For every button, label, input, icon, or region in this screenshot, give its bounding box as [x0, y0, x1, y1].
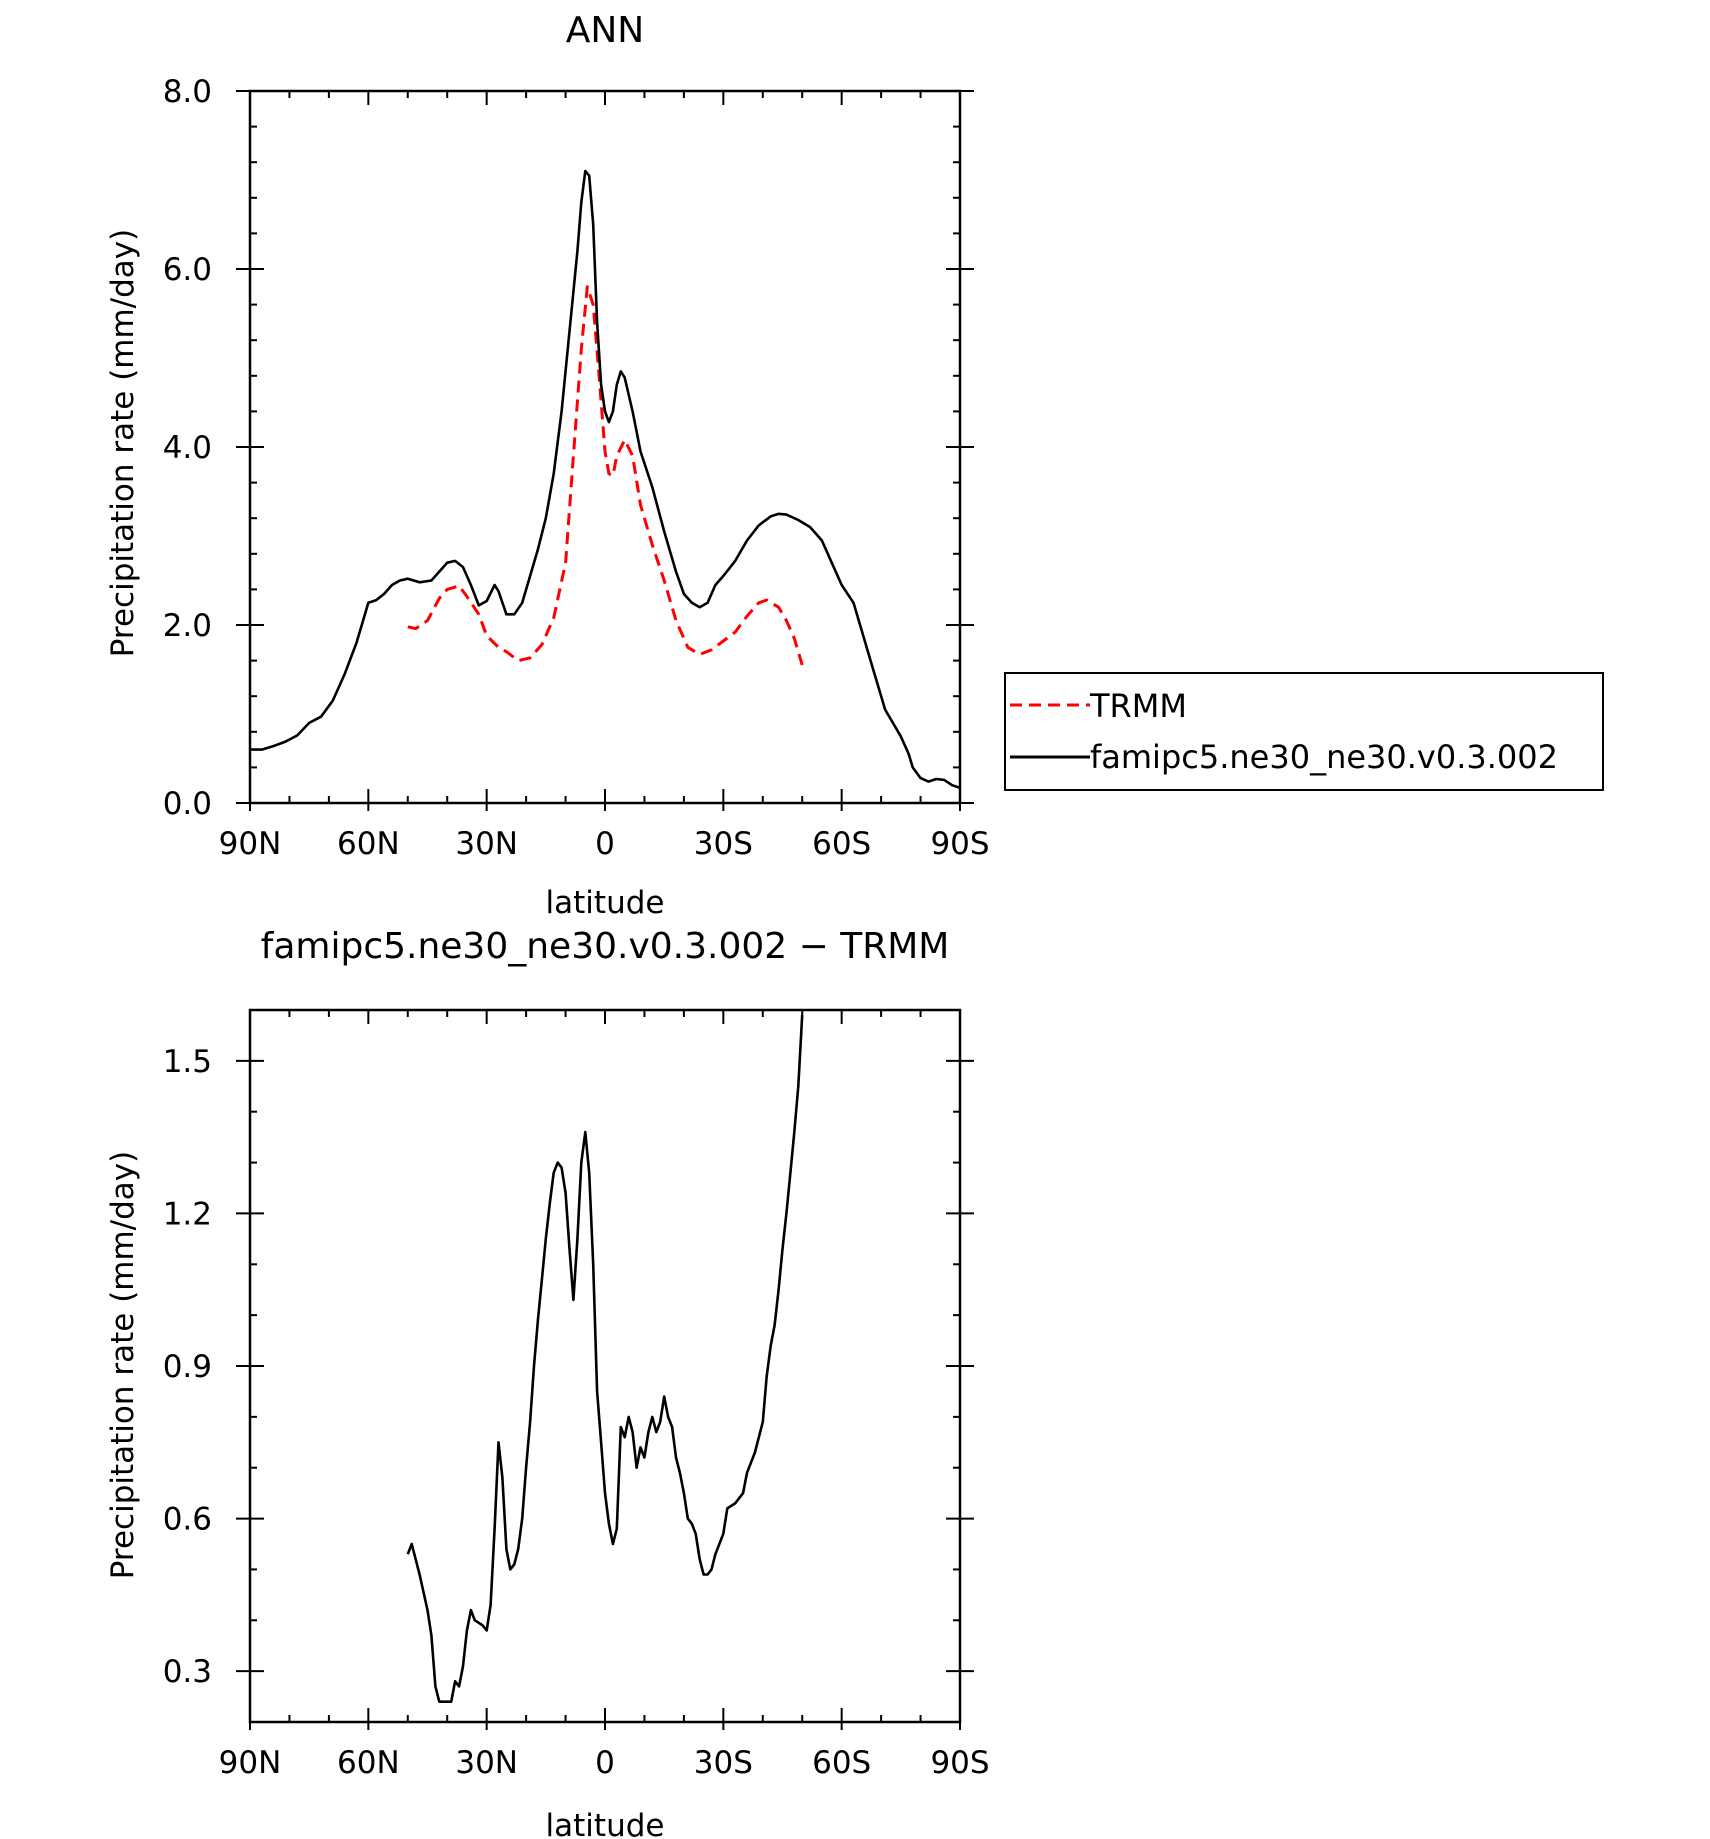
plot-lines: [406, 1015, 804, 1703]
x-tick-label: 90N: [219, 1745, 282, 1781]
y-tick-label: 0.3: [163, 1654, 212, 1690]
legend: TRMM famipc5.ne30_ne30.v0.3.002: [1004, 672, 1604, 791]
x-tick-label: 90N: [219, 826, 282, 862]
tick-labels: 90N 60N 30N 0 30S 60S 90S 0.3 0.6 0.9 1.2 1.5: [163, 1044, 990, 1781]
x-tick-label: 60S: [812, 1745, 871, 1781]
y-axis-label: Precipitation rate (mm/day): [105, 1151, 141, 1580]
x-tick-label: 0: [595, 1745, 615, 1781]
x-tick-label: 60N: [337, 826, 400, 862]
chart-panel-annual: ANN Precipitation rate (mm/day) latitude…: [105, 10, 990, 921]
y-tick-label: 6.0: [163, 252, 212, 288]
x-tick-label: 0: [595, 826, 615, 862]
y-tick-label: 0.0: [163, 786, 212, 822]
plot-frame: [248, 1008, 962, 1724]
y-tick-label: 0.9: [163, 1349, 212, 1385]
chart-title: ANN: [566, 10, 645, 51]
x-tick-label: 30N: [455, 1745, 518, 1781]
x-tick-label: 30S: [694, 826, 753, 862]
series-line-1: [250, 169, 961, 790]
legend-box: [1004, 672, 1604, 791]
axis-ticks: [236, 1009, 974, 1730]
plot-frame: [248, 89, 962, 805]
x-axis-label: latitude: [546, 885, 665, 921]
chart-title: famipc5.ne30_ne30.v0.3.002 − TRMM: [261, 926, 950, 967]
x-axis-label: latitude: [546, 1808, 665, 1839]
x-tick-label: 60S: [812, 826, 871, 862]
legend-label-trmm: TRMM: [1089, 687, 1187, 725]
y-tick-label: 2.0: [163, 608, 212, 644]
series-line-0: [407, 285, 804, 666]
y-tick-label: 4.0: [163, 430, 212, 466]
plot-lines: [250, 169, 961, 790]
legend-label-model: famipc5.ne30_ne30.v0.3.002: [1090, 738, 1558, 776]
x-tick-label: 30S: [694, 1745, 753, 1781]
x-tick-label: 30N: [455, 826, 518, 862]
y-tick-label: 8.0: [163, 74, 212, 110]
y-tick-label: 1.5: [163, 1044, 212, 1080]
x-tick-label: 90S: [930, 826, 989, 862]
x-tick-label: 60N: [337, 1745, 400, 1781]
y-tick-label: 0.6: [163, 1502, 212, 1538]
series-line-0: [406, 1015, 804, 1703]
y-tick-label: 1.2: [163, 1196, 212, 1232]
tick-labels: 90N 60N 30N 0 30S 60S 90S 0.0 2.0 4.0 6.0 8.0: [163, 74, 990, 862]
x-tick-label: 90S: [930, 1745, 989, 1781]
y-axis-label: Precipitation rate (mm/day): [105, 229, 141, 658]
chart-panel-difference: famipc5.ne30_ne30.v0.3.002 − TRMM Precip…: [105, 926, 990, 1839]
